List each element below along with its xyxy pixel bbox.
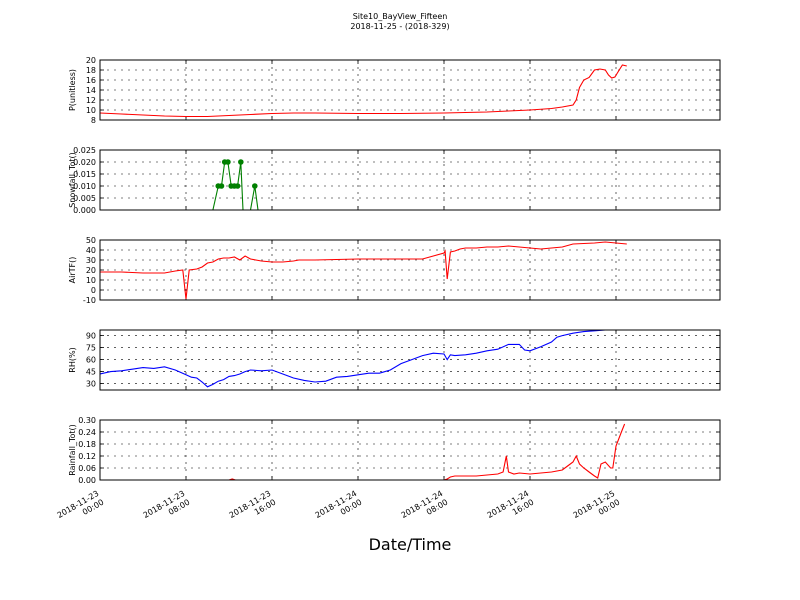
y-tick-label: 0	[91, 286, 96, 295]
y-tick-label: 0.010	[73, 182, 96, 191]
y-tick-label: 0.18	[78, 440, 96, 449]
y-tick-label: 14	[86, 86, 96, 95]
y-axis-label: Snowfall_Tot()	[68, 152, 77, 208]
y-tick-label: 0.24	[78, 428, 96, 437]
y-axis-label: Rainfall_Tot()	[68, 424, 77, 476]
data-point	[225, 159, 231, 165]
panel-1: 0.000 0.005 0.010 0.015 0.020 0.025Snowfall_T…	[68, 146, 721, 215]
chart-subtitle: 2018-11-25 - (2018-329)	[350, 22, 449, 31]
series-line	[100, 423, 626, 480]
y-tick-label: 0.015	[73, 170, 96, 179]
y-tick-label: 30	[86, 256, 96, 265]
panels: 8101214161820P(unitless)0.0000.0050.0100…	[56, 56, 721, 520]
y-tick-label: 12	[86, 96, 96, 105]
y-tick-label: 90	[86, 332, 96, 341]
plot-frame	[99, 149, 721, 211]
series-line	[100, 330, 627, 388]
y-tick-label: 10	[86, 106, 96, 115]
y-tick-label: 0.025	[73, 146, 96, 155]
y-tick-label: 45	[86, 368, 96, 377]
plot-frame	[99, 239, 721, 301]
y-tick-label: 0.005	[73, 194, 96, 203]
y-axis-label: P(unitless)	[68, 69, 77, 111]
y-tick-label: 0.000	[73, 206, 96, 215]
data-point	[234, 183, 241, 189]
y-tick-label: 0.020	[73, 158, 96, 167]
y-tick-label: 0.00	[78, 476, 96, 485]
y-axis-label: RH(%)	[68, 347, 77, 372]
x-axis-label: Date/Time	[369, 535, 452, 554]
y-tick-label: 20	[86, 266, 96, 275]
y-tick-label: 60	[86, 356, 96, 365]
y-tick-label: 75	[86, 344, 96, 353]
y-tick-label: 50	[86, 236, 96, 245]
y-tick-label: 10	[86, 276, 96, 285]
series-line	[100, 64, 627, 118]
y-tick-label: 0.06	[78, 464, 96, 473]
y-tick-label: 16	[86, 76, 96, 85]
data-point	[252, 183, 258, 189]
panel-3: 30 45 60 75 90 RH(%)	[68, 329, 721, 391]
y-tick-label: 0.30	[78, 416, 96, 425]
y-axis-label: AirTF()	[68, 257, 77, 284]
data-point	[238, 159, 244, 165]
chart-title: Site10_BayView_Fifteen	[353, 12, 448, 21]
plot-frame	[99, 419, 721, 481]
y-tick-label: 40	[86, 246, 96, 255]
data-point	[218, 183, 225, 189]
plot-frame	[99, 329, 721, 391]
series-line	[100, 161, 627, 210]
y-tick-label: 20	[86, 56, 96, 65]
y-tick-label: -10	[83, 296, 96, 305]
y-tick-label: 0.12	[78, 452, 96, 461]
plot-frame	[99, 59, 721, 121]
series-line	[100, 241, 627, 300]
y-tick-label: 8	[91, 116, 96, 125]
y-tick-label: 30	[86, 380, 96, 389]
y-tick-label: 18	[86, 66, 96, 75]
